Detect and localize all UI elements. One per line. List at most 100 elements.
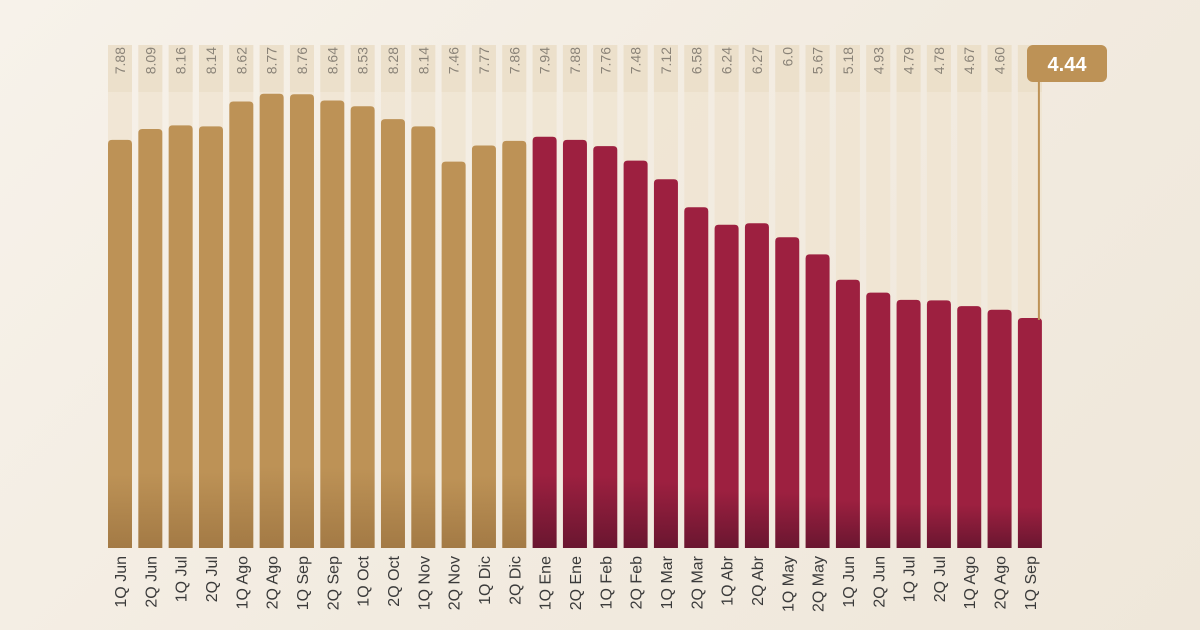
value-labels: 7.88 8.09 8.16 8.14 8.62 8.77 8.76 8.64 8.53 8.28… <box>112 47 1008 74</box>
bar <box>562 139 587 548</box>
bar <box>805 254 830 549</box>
x-tick-label: 2Q Sep <box>325 556 342 610</box>
bar <box>653 179 678 548</box>
value-label: 7.46 <box>446 47 462 74</box>
value-label: 4.78 <box>931 47 947 74</box>
column-label-band <box>411 45 436 92</box>
column-label-band <box>714 45 739 92</box>
bar <box>593 146 618 549</box>
bar <box>623 160 648 549</box>
column-label-band <box>532 45 557 92</box>
value-label: 5.67 <box>810 47 826 74</box>
column-label-band <box>441 45 466 92</box>
x-tick-label: 1Q Ene <box>538 556 555 610</box>
x-tick-label: 1Q Abr <box>720 555 737 605</box>
column-label-band <box>744 45 769 92</box>
bar <box>168 125 193 548</box>
column-label-band <box>229 45 254 92</box>
bar <box>441 161 466 548</box>
bar <box>502 140 527 548</box>
value-label: 4.67 <box>961 47 977 74</box>
x-tick-label: 1Q Nov <box>416 556 433 610</box>
x-tick-label: 1Q Oct <box>356 555 373 606</box>
value-label: 7.77 <box>476 47 492 74</box>
x-tick-label: 2Q Jul <box>204 556 221 602</box>
column-label-band <box>198 45 223 92</box>
column-label-band <box>623 45 648 92</box>
column-label-band <box>926 45 951 92</box>
bar <box>289 94 314 549</box>
x-tick-label: 2Q Mar <box>689 555 706 609</box>
column-label-band <box>593 45 618 92</box>
highlight-value: 4.44 <box>1048 54 1088 76</box>
bar <box>714 224 739 549</box>
x-tick-label: 1Q May <box>780 556 797 612</box>
column-label-band <box>866 45 891 92</box>
x-tick-label: 1Q Ago <box>962 556 979 609</box>
column-label-band <box>350 45 375 92</box>
column-label-band <box>562 45 587 92</box>
value-label: 8.14 <box>203 47 219 74</box>
column-label-band <box>471 45 496 92</box>
bar <box>987 309 1012 548</box>
value-label: 8.76 <box>294 47 310 74</box>
value-label: 8.16 <box>173 47 189 74</box>
value-label: 8.28 <box>385 47 401 74</box>
bar <box>866 292 891 548</box>
value-label: 8.77 <box>264 47 280 74</box>
bar <box>198 126 223 548</box>
value-label: 7.94 <box>537 47 553 74</box>
x-tick-label: 1Q Jun <box>841 556 858 608</box>
x-tick-label: 2Q Oct <box>386 555 403 606</box>
bar <box>532 136 557 548</box>
bar <box>684 207 709 548</box>
column-label-band <box>896 45 921 92</box>
value-label: 8.14 <box>415 47 431 74</box>
bar <box>744 223 769 548</box>
x-tick-label: 1Q Jun <box>113 556 130 608</box>
value-label: 6.27 <box>749 47 765 74</box>
value-label: 8.62 <box>233 47 249 74</box>
value-label: 8.53 <box>355 47 371 74</box>
value-label: 6.0 <box>779 47 795 67</box>
bar <box>896 299 921 548</box>
column-label-band <box>835 45 860 92</box>
bar <box>138 128 163 548</box>
x-tick-label: 2Q Abr <box>750 555 767 605</box>
value-label: 5.18 <box>840 47 856 74</box>
value-label: 4.79 <box>901 47 917 74</box>
column-label-band <box>320 45 345 92</box>
x-tick-label: 1Q Jul <box>174 556 191 602</box>
column-label-band <box>957 45 982 92</box>
column-label-band <box>684 45 709 92</box>
bar <box>320 100 345 548</box>
column-label-band <box>502 45 527 92</box>
column-label-band <box>138 45 163 92</box>
column-label-band <box>108 45 132 92</box>
x-tick-label: 1Q Feb <box>598 556 615 609</box>
column-label-band <box>168 45 193 92</box>
value-label: 8.09 <box>142 47 158 74</box>
bars <box>108 93 1042 549</box>
value-label: 7.88 <box>567 47 583 74</box>
x-tick-label: 2Q Dic <box>507 556 524 605</box>
column-label-band <box>380 45 405 92</box>
bar <box>957 306 982 548</box>
bar <box>350 106 375 548</box>
column-label-band <box>987 45 1012 92</box>
bar <box>926 300 951 548</box>
value-label: 6.24 <box>719 47 735 74</box>
value-label: 6.58 <box>688 47 704 74</box>
bar <box>229 101 254 549</box>
x-tick-label: 2Q Nov <box>447 556 464 610</box>
x-tick-label: 2Q Jun <box>143 556 160 608</box>
value-label: 7.86 <box>506 47 522 74</box>
x-tick-label: 1Q Dic <box>477 556 494 605</box>
bar <box>380 119 405 548</box>
x-tick-label: 1Q Mar <box>659 555 676 609</box>
bar <box>108 139 132 548</box>
value-label: 7.48 <box>628 47 644 74</box>
column-label-band <box>805 45 830 92</box>
